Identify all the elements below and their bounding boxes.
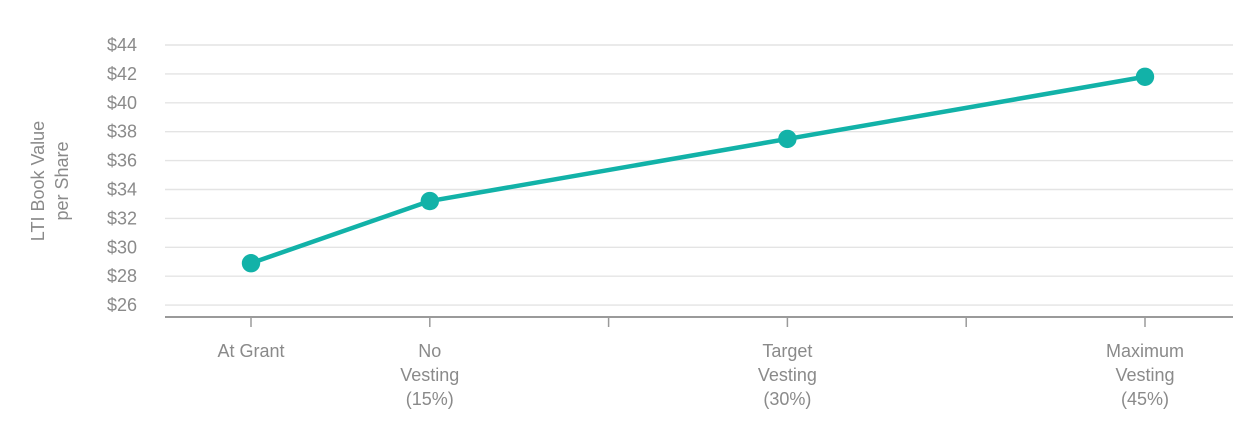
y-tick-label: $34 [107, 180, 137, 200]
x-category-label-line: Target [762, 341, 812, 361]
y-tick-label: $38 [107, 122, 137, 142]
x-category-label-line: (30%) [763, 389, 811, 409]
y-tick-label: $26 [107, 295, 137, 315]
y-tick-label: $28 [107, 266, 137, 286]
data-point-marker [420, 191, 439, 211]
series-line [248, 74, 1148, 266]
data-series-group [241, 67, 1155, 273]
y-tick-label: $42 [107, 64, 137, 84]
data-point-marker [241, 253, 261, 273]
y-axis-tick-labels-group: $44 $42 $40 $38 $36 $34 $32 $30 $28 $26 [107, 35, 137, 315]
gridlines-group [165, 44, 1233, 306]
y-tick-label: $36 [107, 151, 137, 171]
x-category-label-line: Vesting [758, 365, 817, 385]
x-category-label-line: Vesting [1115, 365, 1174, 385]
y-tick-label: $32 [107, 208, 137, 228]
x-category-label: No Vesting (15%) [400, 341, 459, 409]
x-category-label-line: Maximum [1106, 341, 1184, 361]
y-axis-title-line-1: LTI Book Value [28, 121, 48, 241]
data-point-marker [1135, 67, 1155, 86]
x-category-label-line: Vesting [400, 365, 459, 385]
y-tick-label: $44 [107, 35, 137, 55]
x-category-label: At Grant [217, 341, 284, 361]
x-category-label-line: (15%) [406, 389, 454, 409]
y-tick-label: $40 [107, 93, 137, 113]
y-axis-title: LTI Book Value per Share [28, 121, 72, 241]
y-tick-label: $30 [107, 237, 137, 257]
x-axis-group: At Grant No Vesting (15%) Target Vesting (30%)… [165, 316, 1233, 409]
data-point-marker [778, 129, 797, 149]
y-axis-title-line-2: per Share [52, 141, 72, 220]
x-category-label: Maximum Vesting (45%) [1106, 341, 1184, 409]
x-category-label-line: No [418, 341, 441, 361]
x-category-label-line: At Grant [217, 341, 284, 361]
x-category-label: Target Vesting (30%) [758, 341, 817, 409]
x-category-label-line: (45%) [1121, 389, 1169, 409]
